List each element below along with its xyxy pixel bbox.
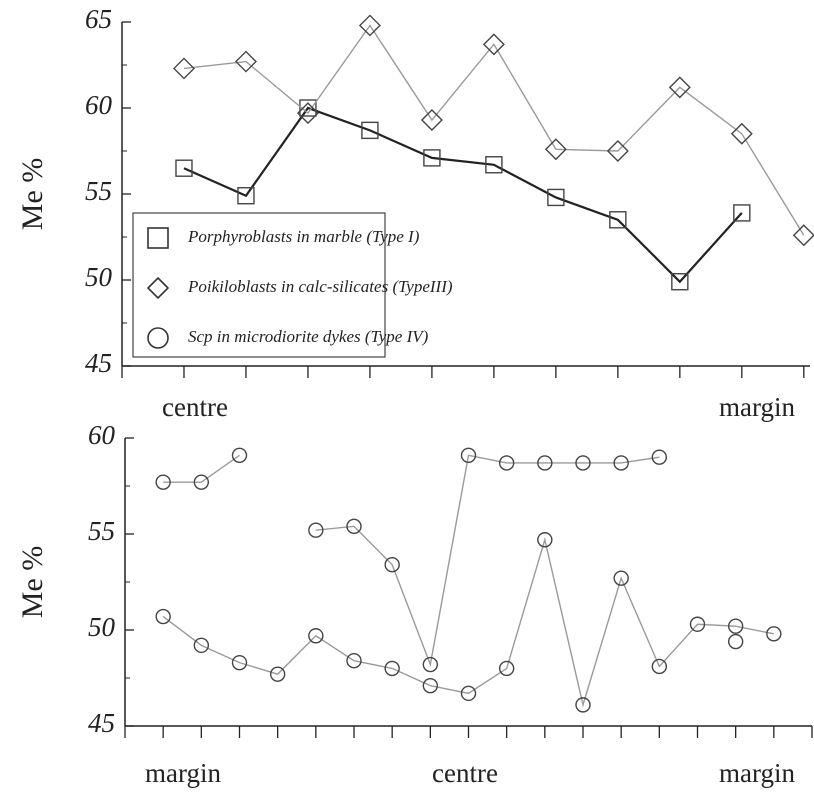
circle-marker: [460, 685, 477, 702]
legend-marker: [146, 276, 170, 300]
circle-marker: [651, 449, 668, 465]
diamond-marker: [420, 109, 443, 132]
circle-marker: [346, 653, 362, 669]
square-marker: [547, 188, 565, 207]
square-marker: [733, 204, 751, 222]
series-line: [163, 455, 736, 664]
legend-label: Poikiloblasts in calc-silicates (TypeIII…: [187, 277, 453, 296]
y-tick-label: 55: [85, 176, 112, 206]
circle-marker: [422, 677, 439, 694]
circle-marker: [384, 660, 400, 677]
y-axis-label: Me %: [16, 158, 49, 230]
circle-marker: [727, 618, 744, 634]
circle-marker: [384, 557, 400, 573]
circle-marker: [269, 666, 286, 682]
y-axis-label: Me %: [16, 546, 49, 618]
series-line: [183, 24, 805, 236]
circle-marker: [193, 637, 210, 654]
circle-marker: [155, 608, 171, 625]
circle-marker: [346, 518, 362, 535]
circle-marker: [193, 474, 210, 490]
circle-marker: [766, 626, 782, 642]
y-tick-label: 50: [85, 262, 113, 292]
circle-marker: [308, 522, 324, 538]
circle-marker: [613, 455, 629, 471]
x-annotation: margin: [719, 392, 795, 422]
y-tick-label: 55: [88, 516, 115, 546]
x-annotation: margin: [719, 758, 795, 788]
circle-marker: [537, 455, 553, 471]
circle-marker: [231, 654, 248, 671]
legend-marker: [147, 327, 169, 349]
diamond-marker: [668, 76, 691, 99]
circle-marker: [613, 570, 629, 586]
circle-marker: [422, 656, 439, 673]
y-tick-label: 60: [88, 420, 116, 450]
x-annotation: margin: [145, 758, 221, 788]
circle-marker: [727, 633, 744, 650]
diamond-marker: [358, 14, 381, 37]
circle-marker: [498, 455, 515, 471]
x-annotation: centre: [432, 758, 498, 788]
circle-marker: [537, 532, 553, 548]
y-tick-label: 50: [88, 612, 116, 642]
square-marker: [299, 99, 317, 117]
diamond-marker: [792, 224, 814, 247]
legend-label: Porphyroblasts in marble (Type I): [187, 227, 420, 246]
circle-marker: [498, 660, 515, 677]
circle-marker: [575, 697, 591, 713]
circle-marker: [575, 455, 591, 471]
diamond-marker: [296, 102, 319, 125]
diamond-marker: [482, 33, 505, 56]
y-tick-label: 45: [88, 708, 115, 738]
square-marker: [485, 156, 503, 174]
circle-marker: [460, 447, 477, 463]
circle-marker: [231, 447, 248, 463]
y-tick-label: 45: [85, 348, 112, 378]
circle-marker: [155, 474, 171, 490]
circle-marker: [308, 628, 324, 644]
circle-marker: [651, 658, 668, 675]
x-annotation: centre: [162, 392, 228, 422]
square-marker: [609, 211, 627, 229]
circle-marker: [689, 616, 706, 632]
legend-label: Scp in microdiorite dykes (Type IV): [188, 327, 429, 346]
series-line: [183, 106, 743, 284]
diamond-marker: [544, 138, 567, 161]
diamond-marker: [234, 50, 257, 73]
square-marker: [423, 149, 441, 167]
square-marker: [237, 187, 255, 205]
y-tick-label: 60: [85, 90, 113, 120]
square-marker: [361, 121, 379, 140]
square-marker: [175, 159, 193, 177]
diamond-marker: [730, 122, 753, 145]
diamond-marker: [606, 140, 629, 162]
legend-box: [132, 212, 386, 358]
y-tick-label: 65: [85, 4, 112, 34]
legend-marker: [147, 227, 169, 249]
diamond-marker: [172, 57, 195, 80]
series-line: [162, 537, 774, 708]
square-marker: [671, 273, 689, 291]
